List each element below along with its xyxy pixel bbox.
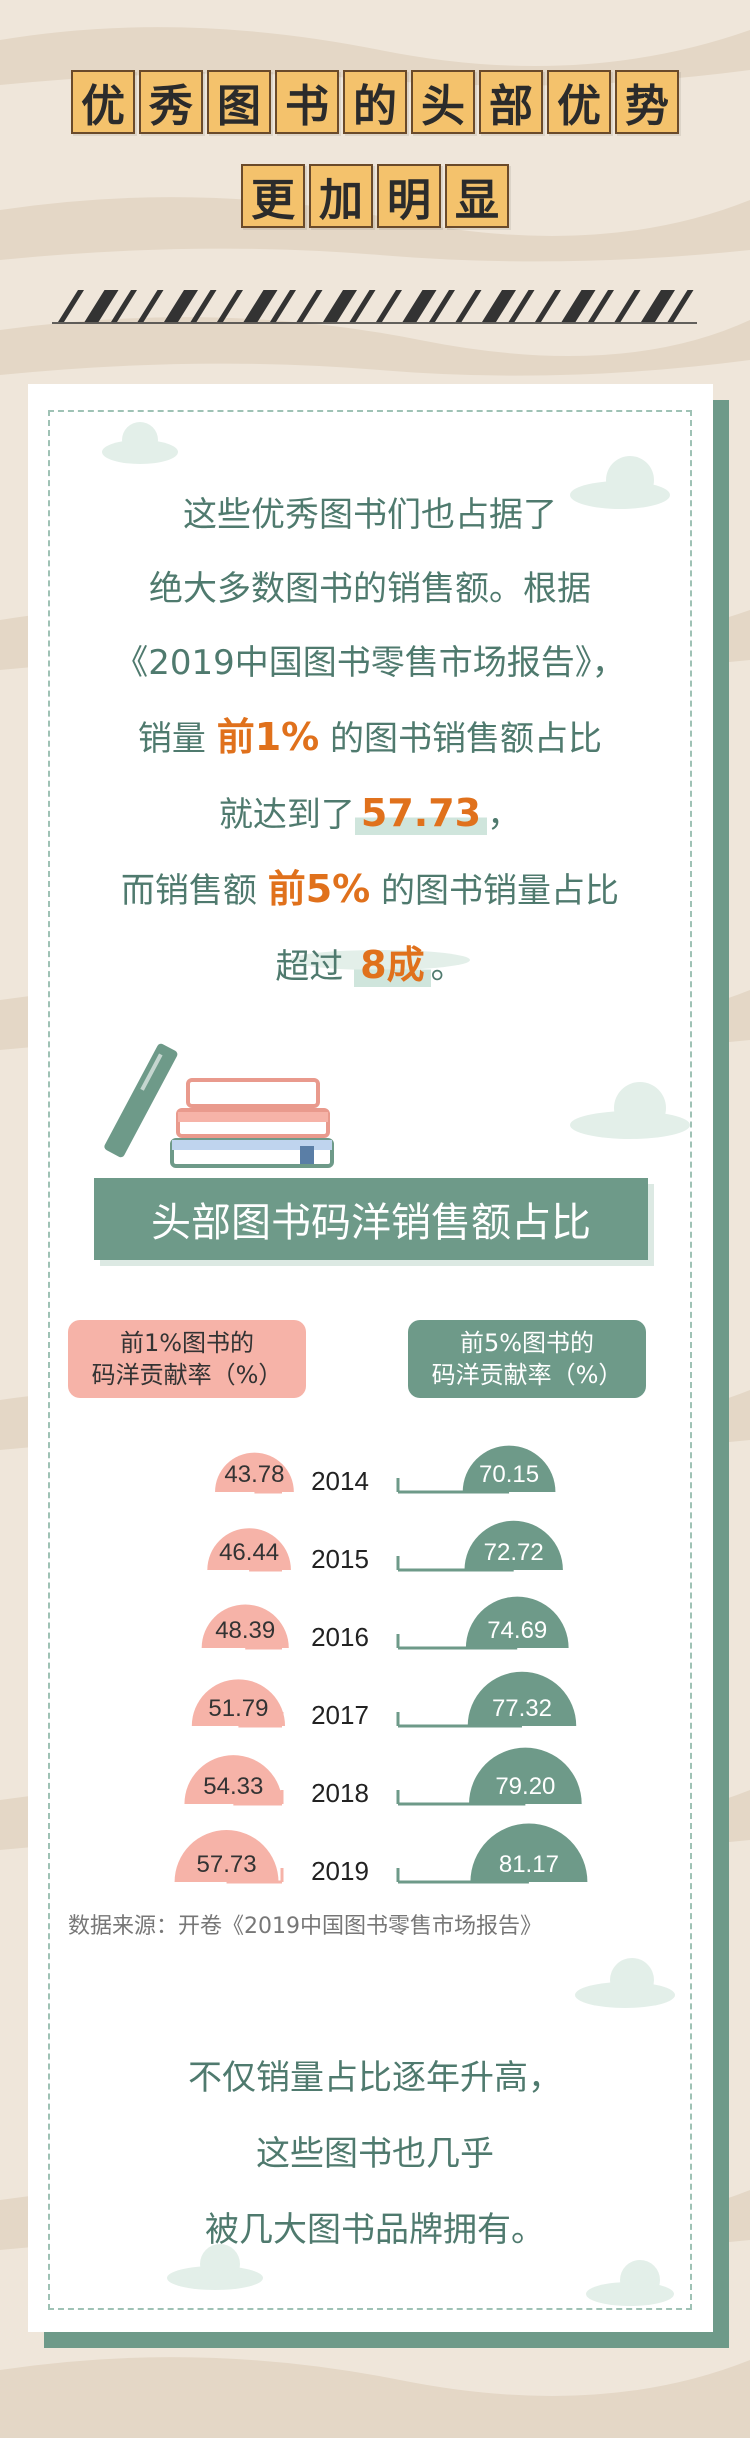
top1-bar-cap	[184, 1755, 283, 1804]
stripe-mark	[84, 290, 119, 322]
outro-paragraph: 不仅销量占比逐年升高， 这些图书也几乎 被几大图书品牌拥有。	[80, 2040, 670, 2268]
stripe-mark	[402, 290, 437, 322]
title-line1-tile-4: 书	[275, 70, 339, 134]
top5-value-label: 77.32	[492, 1695, 552, 1722]
top1-bar-cap	[201, 1604, 289, 1648]
stripe-mark	[58, 290, 84, 322]
highlight-top5: 前5%	[267, 867, 371, 911]
stripe-mark	[243, 290, 278, 322]
top1-value-label: 51.79	[208, 1695, 268, 1722]
stripe-mark	[535, 290, 561, 322]
title-line2-tile-2: 加	[309, 164, 373, 228]
stripe-mark	[508, 290, 535, 322]
title-line1-tile-6: 头	[411, 70, 475, 134]
butterfly-chart: 43.78 2014 70.15 46.44 2015 72.72 48.39 2016 74.…	[174, 1445, 588, 1886]
outro-line-2: 这些图书也几乎	[256, 2134, 494, 2174]
title-line2-tile-3: 明	[377, 164, 441, 228]
title-line1-tile-3: 图	[207, 70, 271, 134]
stripe-mark	[296, 290, 323, 322]
year-label: 2015	[311, 1544, 369, 1574]
stripe-mark	[349, 290, 376, 322]
stripe-mark	[270, 290, 296, 322]
top1-bar-cap	[174, 1830, 279, 1882]
intro-line-1: 这些优秀图书们也占据了	[183, 495, 557, 535]
top5-value-label: 81.17	[499, 1851, 559, 1878]
legend-top1-line2: 码洋贡献率（%）	[91, 1361, 283, 1389]
year-label: 2019	[311, 1856, 369, 1886]
title-line1-tile-8: 优	[547, 70, 611, 134]
top5-bar-cap	[470, 1823, 588, 1882]
stripe-mark	[137, 290, 164, 322]
top5-value-label: 70.15	[479, 1461, 539, 1488]
stripe-mark	[429, 290, 455, 322]
highlight-value: 57.73	[354, 791, 488, 835]
stripe-mark	[667, 290, 694, 322]
stripe-mark	[190, 290, 217, 322]
top1-value-label: 43.78	[224, 1461, 284, 1488]
top1-bar-cap	[207, 1528, 291, 1570]
title-line-1: 优秀图书的头部优势	[0, 70, 750, 134]
chart-banner: 头部图书码洋销售额占比	[94, 1178, 648, 1260]
title-line1-tile-1: 优	[71, 70, 135, 134]
stripe-mark	[455, 290, 482, 322]
stripe-mark	[561, 290, 596, 322]
top1-value-label: 57.73	[197, 1851, 257, 1878]
legend-top5: 前5%图书的 码洋贡献率（%）	[408, 1320, 646, 1398]
stripe-divider	[52, 290, 697, 324]
year-label: 2018	[311, 1778, 369, 1808]
year-label: 2017	[311, 1700, 369, 1730]
title-line1-tile-2: 秀	[139, 70, 203, 134]
top1-value-label: 48.39	[215, 1617, 275, 1644]
legend-top1: 前1%图书的 码洋贡献率（%）	[68, 1320, 306, 1398]
top5-bar-cap	[464, 1520, 563, 1570]
top5-bar-cap	[465, 1596, 569, 1648]
top1-value-label: 54.33	[203, 1773, 263, 1800]
stripe-mark	[614, 290, 641, 322]
intro-line-5: 就达到了 57.73，	[218, 791, 522, 835]
intro-line-3: 《2019中国图书零售市场报告》，	[114, 643, 626, 683]
dashed-border	[48, 410, 692, 2310]
top5-value-label: 72.72	[484, 1539, 544, 1566]
top5-value-label: 79.20	[495, 1773, 555, 1800]
title-line-2: 更加明显	[0, 164, 750, 228]
legend-top5-line2: 码洋贡献率（%）	[431, 1361, 623, 1389]
legend-top1-line1: 前1%图书的	[119, 1329, 255, 1357]
top5-value-label: 74.69	[487, 1617, 547, 1644]
title-line1-tile-7: 部	[479, 70, 543, 134]
intro-line-7: 超过 8成。	[275, 943, 465, 987]
intro-line-2: 绝大多数图书的销售额。根据	[149, 569, 591, 609]
top1-value-label: 46.44	[219, 1539, 279, 1566]
intro-paragraph: 这些优秀图书们也占据了 绝大多数图书的销售额。根据 《2019中国图书零售市场报…	[60, 478, 680, 1004]
title-line2-tile-4: 显	[445, 164, 509, 228]
stripe-mark	[323, 290, 357, 322]
outro-line-1: 不仅销量占比逐年升高，	[188, 2058, 562, 2098]
title-line1-tile-5: 的	[343, 70, 407, 134]
highlight-share: 8成	[354, 943, 431, 987]
stripe-mark	[482, 290, 516, 322]
year-label: 2016	[311, 1622, 369, 1652]
stripe-mark	[376, 290, 402, 322]
highlight-top1: 前1%	[216, 715, 320, 759]
stripe-mark	[588, 290, 614, 322]
top5-bar-cap	[467, 1671, 577, 1726]
top5-bar-cap	[462, 1445, 556, 1492]
stripe-mark	[641, 290, 675, 322]
outro-line-3: 被几大图书品牌拥有。	[205, 2210, 545, 2250]
books-illustration	[104, 1043, 334, 1168]
top1-bar-cap	[215, 1452, 294, 1492]
data-source: 数据来源：开卷《2019中国图书零售市场报告》	[68, 1914, 542, 1939]
intro-line-6: 而销售额 前5% 的图书销量占比	[120, 867, 620, 911]
intro-line-4: 销量 前1% 的图书销售额占比	[137, 715, 603, 759]
legend-top5-line1: 前5%图书的	[459, 1329, 595, 1357]
top1-bar-cap	[191, 1679, 286, 1726]
title-line2-tile-1: 更	[241, 164, 305, 228]
stripe-mark	[111, 290, 137, 322]
year-label: 2014	[311, 1466, 369, 1496]
stripe-mark	[217, 290, 243, 322]
stripe-mark	[164, 290, 198, 322]
top5-bar-cap	[469, 1747, 582, 1804]
title-line1-tile-9: 势	[615, 70, 679, 134]
